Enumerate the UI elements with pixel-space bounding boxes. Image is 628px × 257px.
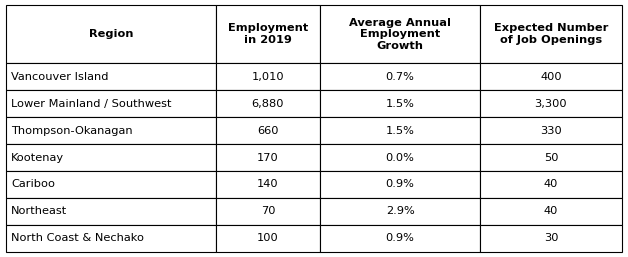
Bar [320,90,480,117]
Text: 3,300: 3,300 [534,99,567,109]
Bar [320,225,480,252]
Text: Northeast: Northeast [11,206,68,216]
Bar [320,144,480,171]
Text: Thompson-Okanagan: Thompson-Okanagan [11,126,133,136]
Text: Kootenay: Kootenay [11,153,65,162]
Text: Cariboo: Cariboo [11,179,55,189]
Text: 660: 660 [257,126,279,136]
Bar [480,198,622,225]
Text: 1.5%: 1.5% [386,126,414,136]
Bar [6,171,215,198]
Bar [215,63,320,90]
Text: Employment
in 2019: Employment in 2019 [228,23,308,45]
Bar [480,117,622,144]
Bar [6,5,215,63]
Text: North Coast & Nechako: North Coast & Nechako [11,233,144,243]
Bar [215,144,320,171]
Bar [480,5,622,63]
Bar [6,144,215,171]
Text: 170: 170 [257,153,279,162]
Bar [320,63,480,90]
Text: 330: 330 [540,126,562,136]
Text: Region: Region [89,29,133,39]
Text: 400: 400 [540,72,562,82]
Bar [480,90,622,117]
Text: 70: 70 [261,206,275,216]
Bar [320,171,480,198]
Text: Vancouver Island: Vancouver Island [11,72,109,82]
Text: Expected Number
of Job Openings: Expected Number of Job Openings [494,23,608,45]
Bar [6,225,215,252]
Bar [320,5,480,63]
Bar [6,63,215,90]
Bar [6,117,215,144]
Text: 0.9%: 0.9% [386,233,414,243]
Text: 2.9%: 2.9% [386,206,414,216]
Bar [215,225,320,252]
Bar [6,198,215,225]
Text: 100: 100 [257,233,279,243]
Text: 0.9%: 0.9% [386,179,414,189]
Text: Lower Mainland / Southwest: Lower Mainland / Southwest [11,99,172,109]
Text: 6,880: 6,880 [252,99,284,109]
Bar [480,144,622,171]
Text: 40: 40 [544,179,558,189]
Text: Average Annual
Employment
Growth: Average Annual Employment Growth [349,17,451,51]
Text: 0.7%: 0.7% [386,72,414,82]
Bar [320,198,480,225]
Bar [480,171,622,198]
Bar [215,171,320,198]
Bar [215,5,320,63]
Bar [215,117,320,144]
Text: 0.0%: 0.0% [386,153,414,162]
Bar [320,117,480,144]
Bar [6,90,215,117]
Text: 140: 140 [257,179,279,189]
Text: 1.5%: 1.5% [386,99,414,109]
Text: 50: 50 [544,153,558,162]
Bar [480,225,622,252]
Text: 1,010: 1,010 [252,72,284,82]
Bar [215,90,320,117]
Text: 40: 40 [544,206,558,216]
Bar [480,63,622,90]
Bar [215,198,320,225]
Text: 30: 30 [544,233,558,243]
